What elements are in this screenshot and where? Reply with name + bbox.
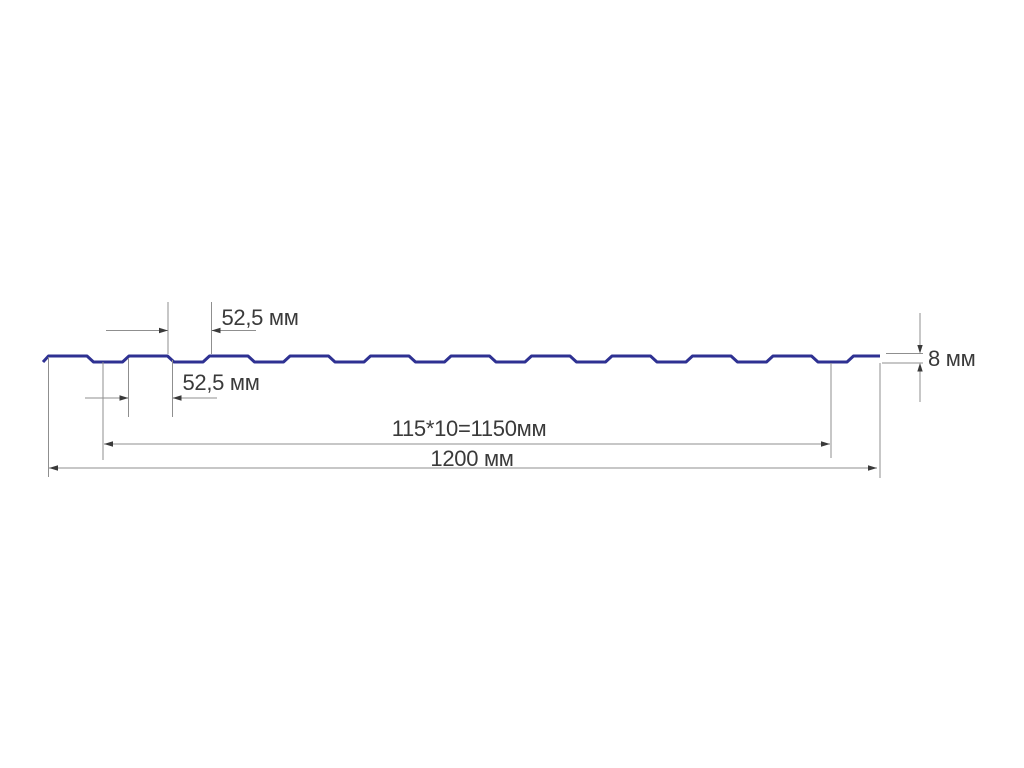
label-rib-top-width: 52,5 мм	[182, 370, 259, 395]
dimension-rib-top-width: 52,5 мм	[85, 358, 260, 417]
arrowhead-right-icon	[159, 327, 168, 334]
arrowhead-right-icon	[119, 395, 129, 401]
dimension-profile-height: 8 мм	[882, 313, 976, 402]
label-profile-height: 8 мм	[928, 346, 975, 371]
label-working-width: 115*10=1150мм	[392, 416, 547, 441]
arrowhead-right-icon	[868, 465, 877, 471]
arrowhead-left-icon	[104, 441, 113, 447]
label-total-width: 1200 мм	[430, 446, 513, 471]
arrowhead-left-icon	[211, 327, 221, 334]
dimension-working-width: 115*10=1150мм	[102, 362, 832, 460]
arrowhead-left-icon	[172, 395, 182, 401]
label-rib-bottom-width: 52,5 мм	[221, 305, 298, 330]
sheet-profile-outline	[41, 354, 880, 364]
arrowhead-up-icon	[917, 363, 923, 372]
arrowhead-right-icon	[821, 441, 830, 447]
arrowhead-left-icon	[49, 465, 58, 471]
dimension-rib-bottom-width: 52,5 мм	[106, 302, 299, 354]
arrowhead-down-icon	[917, 345, 923, 354]
dimension-total-width: 1200 мм	[48, 357, 881, 478]
